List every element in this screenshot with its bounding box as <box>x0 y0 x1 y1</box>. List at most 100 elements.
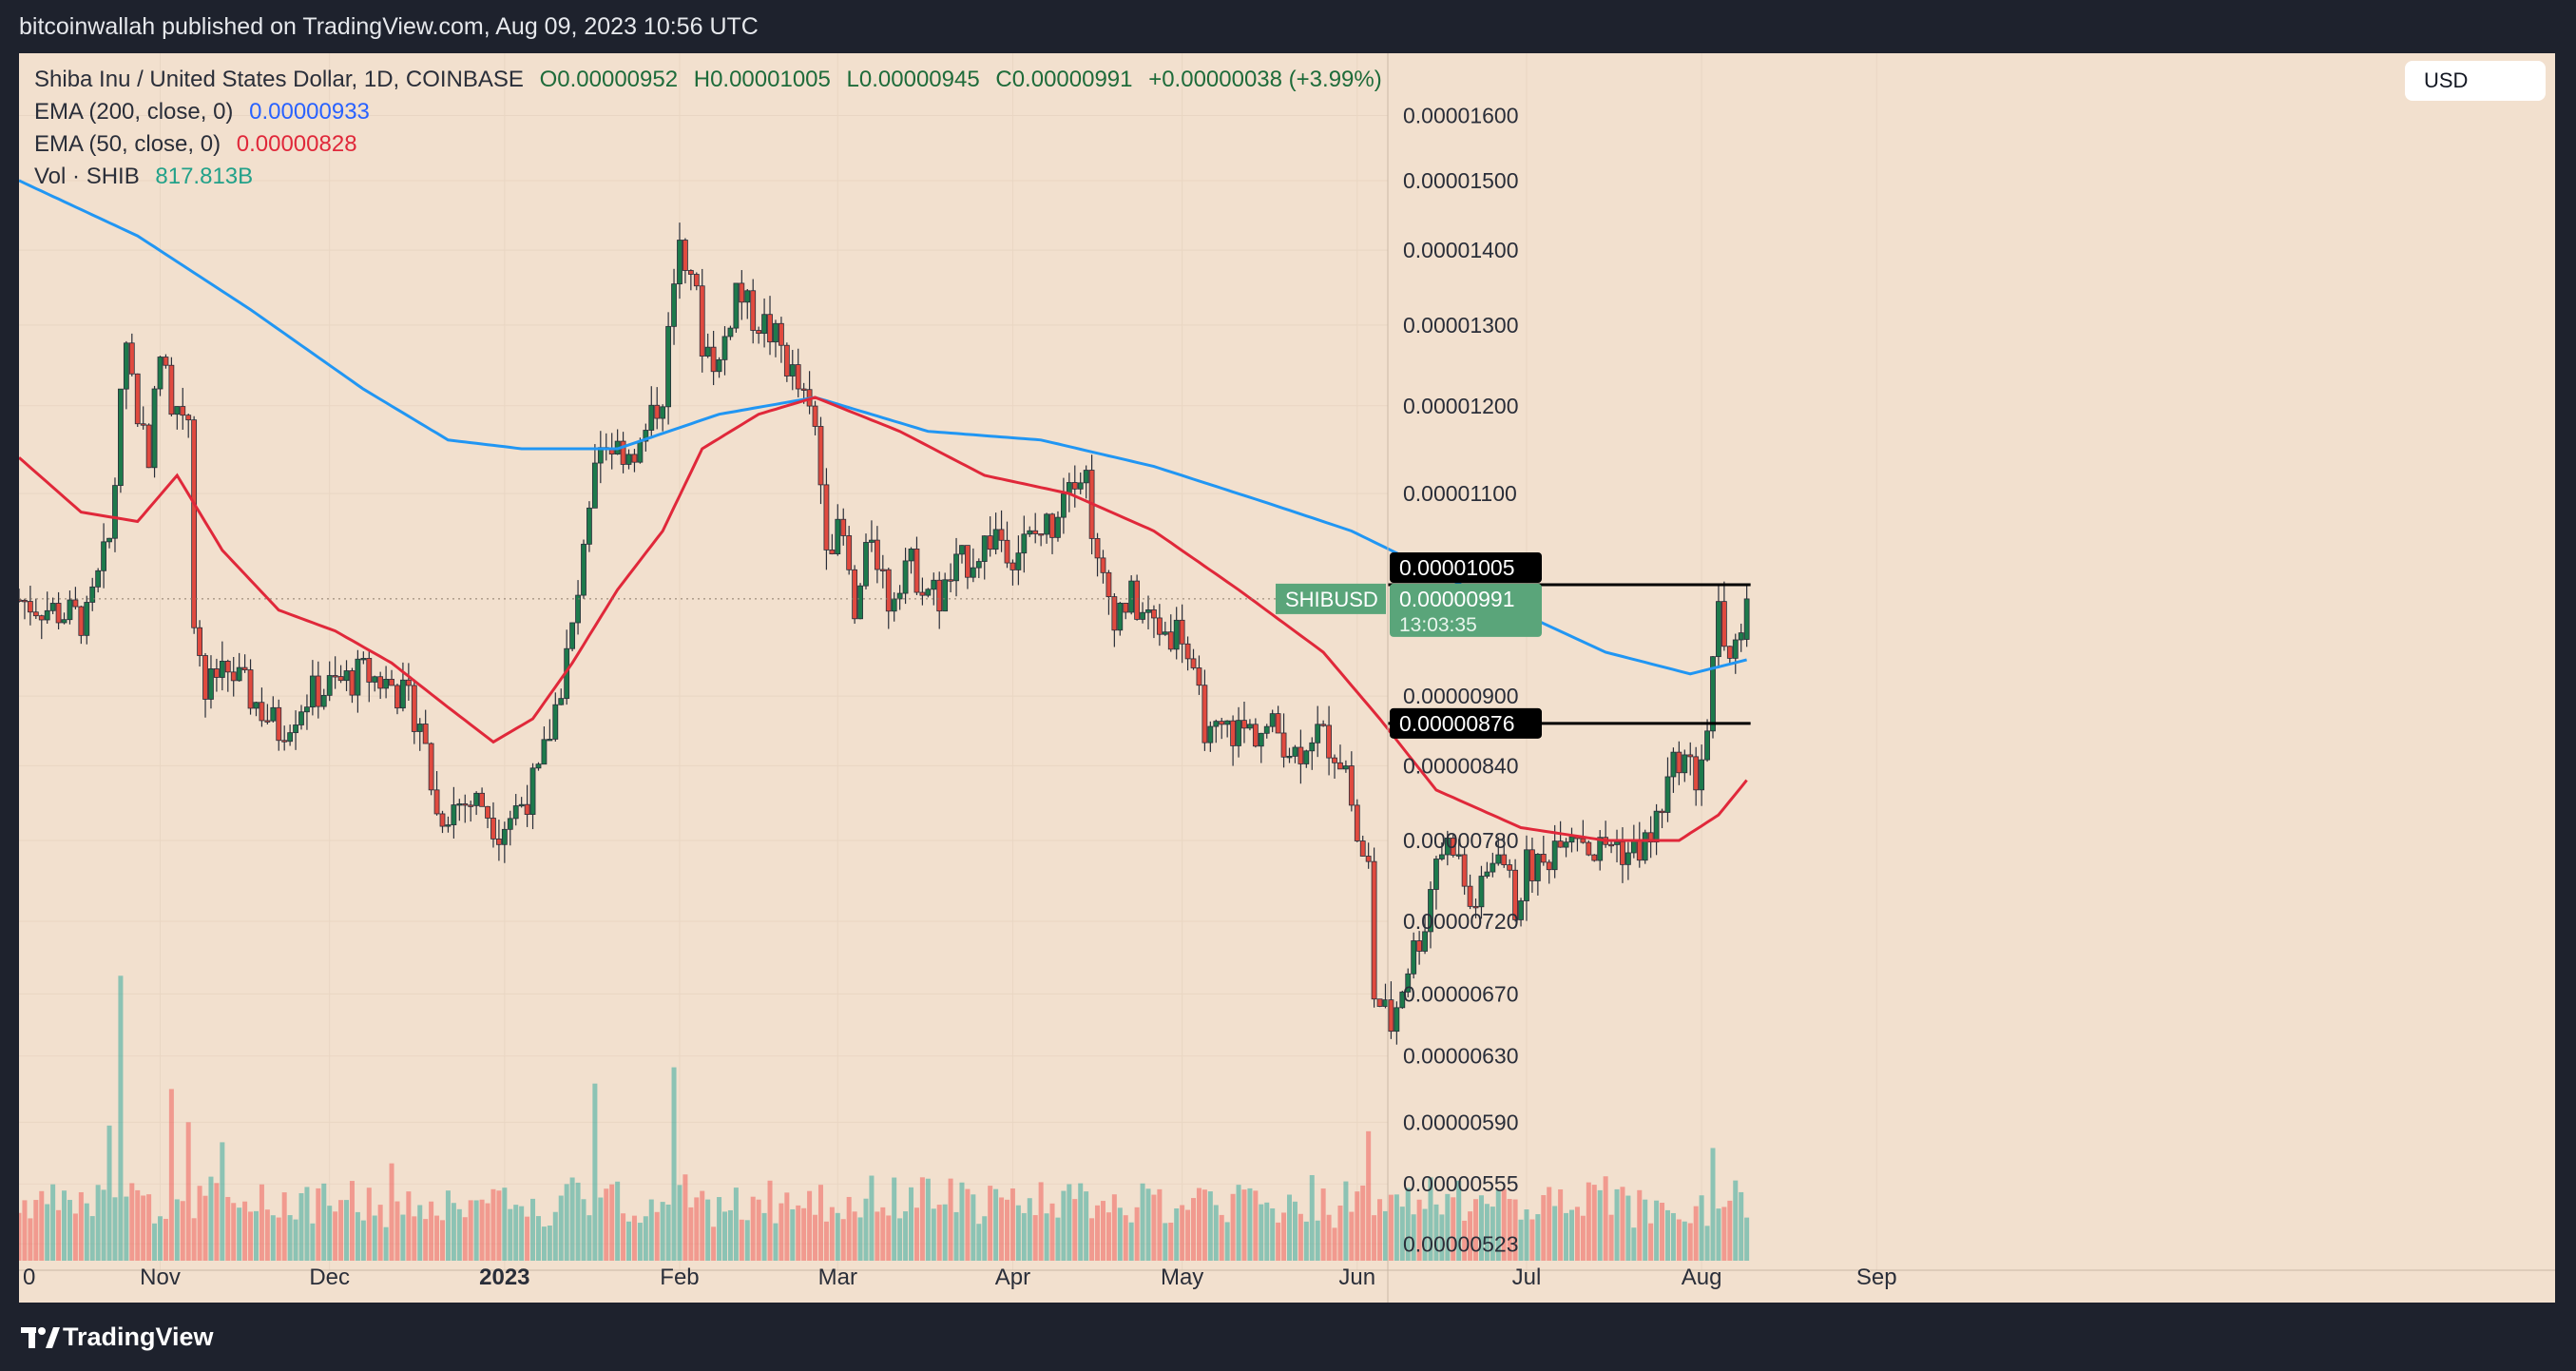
volume-bar <box>445 1190 451 1261</box>
volume-bar <box>118 975 124 1261</box>
candle-body <box>287 732 294 743</box>
candle-body <box>625 454 632 465</box>
candle-body <box>174 406 181 415</box>
ema200-legend[interactable]: EMA (200, close, 0) 0.00000933 <box>34 99 379 126</box>
candle-body <box>1376 998 1383 1007</box>
volume-bar <box>264 1209 270 1261</box>
volume-bar <box>1180 1205 1185 1261</box>
tradingview-logo-icon[interactable] <box>19 1320 61 1354</box>
volume-bar <box>892 1177 897 1261</box>
candle-body <box>456 803 463 806</box>
close-value: C0.00000991 <box>995 67 1133 92</box>
candle-body <box>992 529 999 550</box>
x-tick-label: Nov <box>140 1265 181 1290</box>
candle-body <box>1416 940 1423 952</box>
candle-body <box>687 270 694 275</box>
candle-body <box>829 550 836 554</box>
candle-body <box>1568 836 1575 843</box>
change-value: +0.00000038 (+3.99%) <box>1148 67 1382 92</box>
volume-bar <box>1501 1188 1507 1261</box>
tradingview-brand[interactable]: TradingView <box>63 1323 214 1351</box>
candle-body <box>55 603 62 624</box>
volume-bar <box>813 1214 818 1261</box>
volume-bar <box>208 1176 214 1261</box>
volume-bar <box>1507 1199 1512 1261</box>
candle-body <box>191 419 198 628</box>
volume-bar <box>1315 1220 1320 1261</box>
candle-body <box>1620 840 1625 865</box>
volume-bar <box>829 1207 835 1261</box>
candle-body <box>1726 646 1733 659</box>
candle-body <box>1224 720 1231 725</box>
volume-bar <box>880 1207 886 1261</box>
candle-body <box>337 676 344 682</box>
volume-bar <box>965 1188 971 1261</box>
candle-body <box>1512 869 1518 920</box>
volume-bar <box>840 1219 846 1261</box>
candle-body <box>1455 854 1462 857</box>
volume-bar <box>197 1186 202 1261</box>
volume-bar <box>592 1083 598 1261</box>
volume-bar <box>942 1204 948 1261</box>
volume-bar <box>101 1189 106 1261</box>
candle-body <box>953 553 959 582</box>
candle-body <box>197 627 202 656</box>
volume-bar <box>298 1192 304 1261</box>
ema50-legend[interactable]: EMA (50, close, 0) 0.00000828 <box>34 131 367 158</box>
candle-body <box>163 357 169 366</box>
volume-bar <box>1168 1222 1174 1261</box>
candle-body <box>224 661 231 673</box>
x-tick-label: Sep <box>1856 1265 1897 1290</box>
currency-button[interactable]: USD <box>2405 61 2546 101</box>
volume-bar <box>1264 1202 1270 1261</box>
candle-body <box>512 805 519 820</box>
volume-bar <box>761 1212 767 1261</box>
candle-body <box>1303 750 1310 764</box>
volume-bar <box>852 1211 857 1261</box>
volume-bar <box>253 1210 259 1261</box>
volume-bar <box>1044 1213 1049 1261</box>
candle-body <box>383 679 390 689</box>
volume-bar <box>750 1196 756 1261</box>
volume-bar <box>344 1200 350 1261</box>
candle-body <box>987 535 993 550</box>
y-tick-label: 0.00001600 <box>1403 103 1519 127</box>
candlestick-chart[interactable]: 0.00001600 0.00001500 0.00001400 0.00001300… <box>19 53 2555 1303</box>
volume-bar <box>1095 1205 1101 1261</box>
candle-body <box>529 767 536 816</box>
high-value: H0.00001005 <box>693 67 831 92</box>
volume-bar <box>1529 1219 1535 1261</box>
volume-bar <box>1512 1199 1518 1261</box>
candle-body <box>591 462 598 509</box>
candle-body <box>800 388 807 391</box>
candle-body <box>744 290 751 303</box>
volume-bar <box>485 1203 490 1261</box>
volume-bar <box>225 1196 231 1261</box>
volume-bar <box>1682 1221 1687 1261</box>
volume-legend[interactable]: Vol · SHIB 817.813B <box>34 164 262 190</box>
volume-bar <box>389 1163 394 1261</box>
volume-bar <box>1253 1190 1259 1261</box>
volume-bar <box>50 1184 56 1261</box>
volume-bar <box>1660 1203 1665 1261</box>
candle-body <box>213 668 220 678</box>
x-tick-label: Aug <box>1682 1265 1722 1290</box>
candle-body <box>535 763 542 769</box>
volume-bar <box>259 1184 264 1261</box>
candle-body <box>1134 580 1141 620</box>
volume-bar <box>242 1201 248 1261</box>
candle-body <box>1286 756 1293 759</box>
volume-bar <box>586 1215 592 1261</box>
volume-bar <box>817 1185 823 1261</box>
volume-bar <box>643 1216 648 1261</box>
chart-area[interactable]: 0.00001600 0.00001500 0.00001400 0.00001300… <box>19 53 2555 1303</box>
candle-body <box>823 484 830 550</box>
candle-body <box>422 724 429 744</box>
volume-bar <box>1445 1193 1451 1261</box>
candle-body <box>1173 619 1180 650</box>
volume-bar <box>1739 1191 1744 1261</box>
candle-body <box>1467 885 1473 907</box>
volume-bar <box>1637 1189 1643 1261</box>
candle-body <box>1399 992 1406 1009</box>
volume-bar <box>141 1195 146 1261</box>
